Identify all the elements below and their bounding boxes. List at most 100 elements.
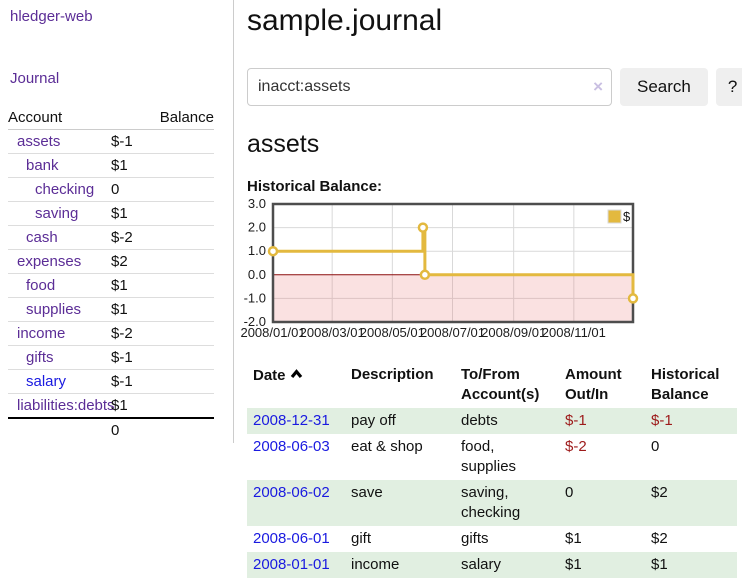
accounts-table-header: Account Balance — [8, 106, 214, 130]
account-link-food[interactable]: food — [26, 276, 56, 294]
account-balance: 0 — [111, 180, 120, 198]
register-header-amount: Amount Out/In — [565, 366, 622, 403]
register-row: 2008-12-31 pay off debts $-1 $-1 — [247, 408, 737, 434]
register-row: 2008-06-02 save saving, checking 0 $2 — [247, 480, 737, 526]
account-balance: $-1 — [111, 348, 133, 366]
search-help-button[interactable]: ? — [715, 68, 742, 106]
transaction-date-link[interactable]: 2008-06-03 — [253, 438, 330, 455]
account-row: supplies $1 — [8, 298, 214, 322]
transaction-accounts: debts — [461, 412, 498, 429]
register-header-date[interactable]: Date — [247, 362, 345, 408]
account-row: saving $1 — [8, 202, 214, 226]
svg-text:2008/05/01: 2008/05/01 — [360, 325, 425, 340]
svg-text:2008/09/01: 2008/09/01 — [481, 325, 546, 340]
transaction-accounts: salary — [461, 556, 502, 573]
account-balance: $2 — [111, 252, 128, 270]
clear-search-icon[interactable]: × — [593, 77, 603, 96]
account-row: liabilities:debts $1 — [8, 394, 214, 418]
register-header-accounts: To/From Account(s) — [461, 366, 540, 403]
sidebar-divider — [233, 0, 234, 443]
svg-text:2008/07/01: 2008/07/01 — [420, 325, 485, 340]
account-row: gifts $-1 — [8, 346, 214, 370]
main-content: sample.journal × Search ? assets Histori… — [240, 0, 742, 578]
account-link-assets[interactable]: assets — [17, 132, 61, 150]
balance-chart-svg: 2008/01/012008/03/012008/05/012008/07/01… — [240, 196, 639, 340]
svg-text:2008/01/01: 2008/01/01 — [240, 325, 305, 340]
transaction-date-link[interactable]: 2008-06-01 — [253, 530, 330, 547]
transaction-balance: $1 — [651, 556, 668, 573]
accounts-total-row: 0 — [8, 418, 214, 442]
svg-text:$: $ — [623, 209, 631, 224]
transaction-accounts: food, supplies — [461, 438, 517, 475]
account-balance: $1 — [111, 156, 128, 174]
account-link-income[interactable]: income — [17, 324, 66, 342]
account-row: assets $-1 — [8, 130, 214, 154]
svg-text:2008/03/01: 2008/03/01 — [300, 325, 365, 340]
transaction-balance: 0 — [651, 438, 660, 455]
transaction-date-link[interactable]: 2008-12-31 — [253, 412, 330, 429]
account-row: checking 0 — [8, 178, 214, 202]
transaction-accounts: saving, checking — [461, 484, 521, 521]
svg-text:-1.0: -1.0 — [244, 290, 266, 305]
account-balance: $-2 — [111, 228, 133, 246]
register-header-description: Description — [351, 366, 434, 383]
account-link-expenses[interactable]: expenses — [17, 252, 82, 270]
accounts-total-value: 0 — [111, 421, 120, 439]
account-row: expenses $2 — [8, 250, 214, 274]
account-link-cash[interactable]: cash — [26, 228, 58, 246]
search-button[interactable]: Search — [620, 68, 708, 106]
chart-title: Historical Balance: — [247, 178, 383, 195]
transaction-amount: $1 — [565, 556, 582, 573]
account-link-bank[interactable]: bank — [26, 156, 59, 174]
historical-balance-chart: 2008/01/01 2008/03/01 2008/05/01 2008/07/01… — [240, 196, 742, 342]
account-balance: $1 — [111, 276, 128, 294]
search-form: × Search ? — [247, 68, 742, 106]
search-input[interactable] — [247, 68, 612, 106]
transaction-amount: $1 — [565, 530, 582, 547]
account-page-title: assets — [247, 130, 320, 158]
account-link-checking[interactable]: checking — [35, 180, 95, 198]
accounts-header-account: Account — [8, 108, 63, 126]
transaction-accounts: gifts — [461, 530, 489, 547]
register-row: 2008-06-03 eat & shop food, supplies $-2… — [247, 434, 737, 480]
account-link-saving[interactable]: saving — [35, 204, 79, 222]
account-balance: $1 — [111, 204, 128, 222]
account-row: income $-2 — [8, 322, 214, 346]
transaction-date-link[interactable]: 2008-01-01 — [253, 556, 330, 573]
account-row: bank $1 — [8, 154, 214, 178]
svg-text:3.0: 3.0 — [248, 196, 266, 211]
svg-text:2008/11/01: 2008/11/01 — [542, 325, 606, 340]
account-balance: $-1 — [111, 372, 133, 390]
transaction-description: eat & shop — [351, 438, 423, 455]
account-link-liabilities-debts[interactable]: liabilities:debts — [17, 396, 115, 414]
account-balance: $1 — [111, 300, 128, 318]
register-row: 2008-06-01 gift gifts $1 $2 — [247, 526, 737, 552]
accounts-header-balance: Balance — [159, 108, 214, 126]
app-brand-link[interactable]: hledger-web — [10, 8, 93, 25]
register-table: Date Description To/From Account(s) Amou… — [247, 362, 737, 578]
transaction-balance: $2 — [651, 530, 668, 547]
transaction-date-link[interactable]: 2008-06-02 — [253, 484, 330, 501]
sidebar-item-journal[interactable]: Journal — [10, 70, 60, 87]
transaction-description: gift — [351, 530, 372, 547]
svg-text:0.0: 0.0 — [248, 267, 266, 282]
accounts-table: Account Balance assets $-1 bank $1 check… — [8, 106, 214, 442]
page-title: sample.journal — [247, 4, 443, 37]
transaction-balance: $-1 — [651, 412, 673, 429]
svg-text:2.0: 2.0 — [248, 220, 266, 235]
account-row: cash $-2 — [8, 226, 214, 250]
transaction-description: pay off — [351, 412, 396, 429]
account-balance: $1 — [111, 396, 128, 414]
account-link-salary[interactable]: salary — [26, 372, 67, 390]
account-link-gifts[interactable]: gifts — [26, 348, 54, 366]
svg-text:1.0: 1.0 — [248, 243, 266, 258]
transaction-balance: $2 — [651, 484, 668, 501]
account-balance: $-2 — [111, 324, 133, 342]
transaction-amount: 0 — [565, 484, 574, 501]
sort-ascending-icon — [290, 365, 303, 385]
register-row: 2008-01-01 income salary $1 $1 — [247, 552, 737, 578]
transaction-description: income — [351, 556, 400, 573]
account-row: food $1 — [8, 274, 214, 298]
transaction-amount: $-2 — [565, 438, 587, 455]
account-link-supplies[interactable]: supplies — [26, 300, 82, 318]
